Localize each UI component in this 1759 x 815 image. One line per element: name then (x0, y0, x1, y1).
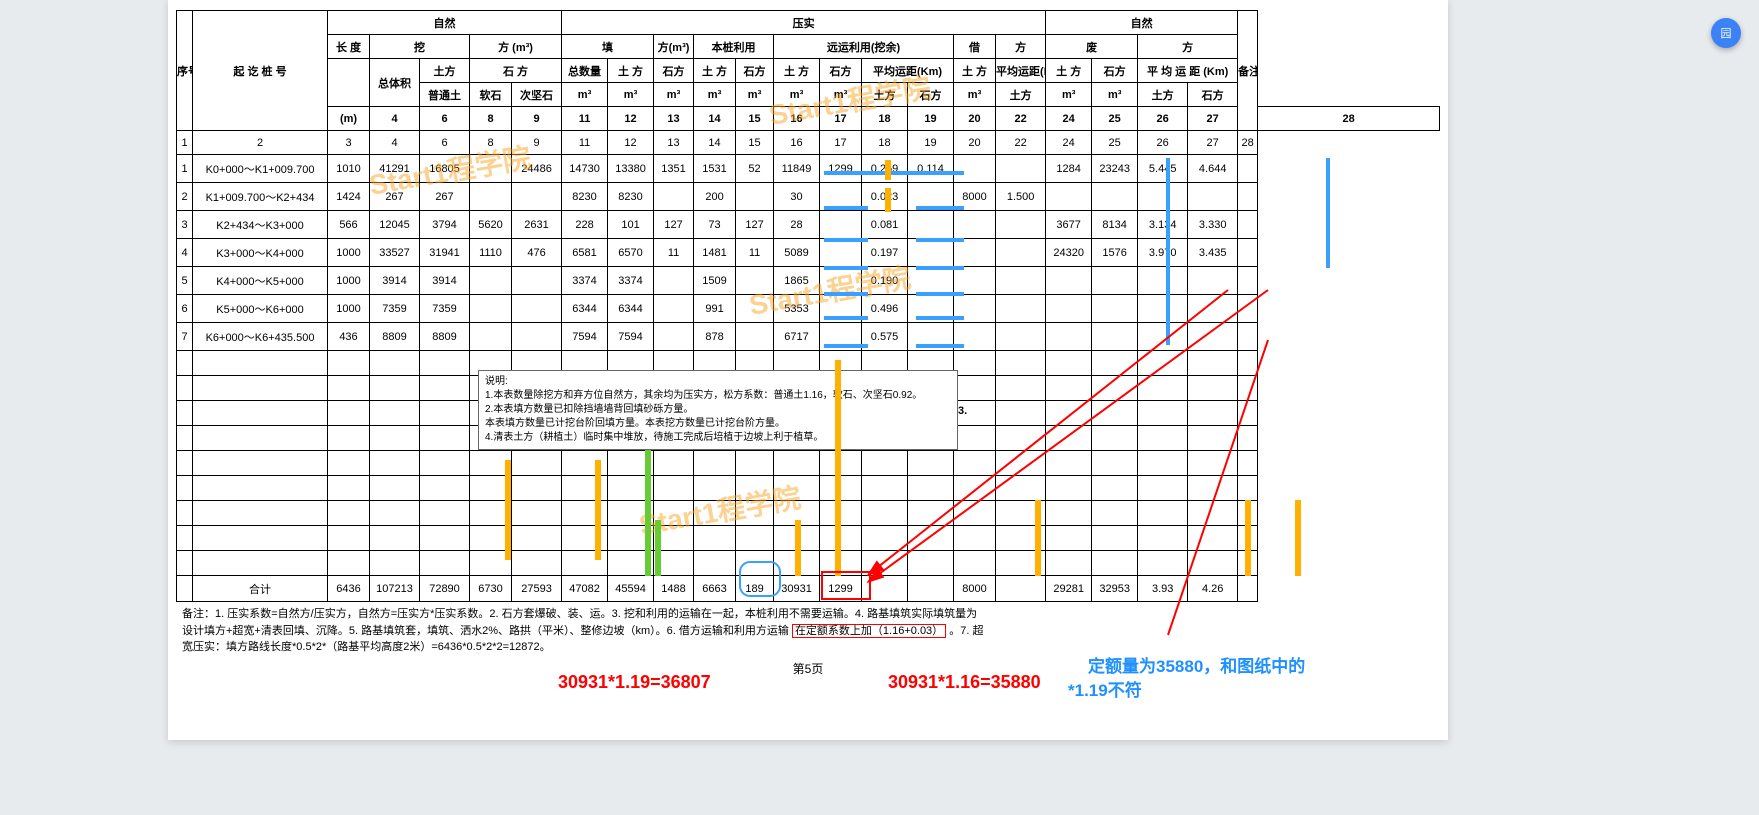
col-fsf: 石方 (654, 59, 694, 83)
col-wsf: 石方 (1092, 59, 1138, 83)
earthwork-table: 序号 起 讫 桩 号 自然 压实 自然 备注 长 度 挖 方 (m³) 填 方(… (176, 10, 1440, 602)
col-tu: 土方 (420, 59, 470, 83)
table-row: 6K5+000～K6+00010007359735963446344991535… (177, 295, 1440, 323)
group-compact: 压实 (562, 11, 1046, 35)
col-self: 本桩利用 (694, 35, 774, 59)
col-pu: 普通土 (420, 83, 470, 107)
table-row: 7K6+000～K6+435.5004368809880975947594878… (177, 323, 1440, 351)
total-row: 合计64361072137289067302759347082455941488… (177, 576, 1440, 602)
col-borrow: 借 (954, 35, 996, 59)
col-wak: 平 均 运 距 (Km) (1138, 59, 1238, 83)
col-sf-top: 石 方 (470, 59, 562, 83)
col-fill-unit: 方(m³) (654, 35, 694, 59)
group-natural-1: 自然 (328, 11, 562, 35)
col-remote: 远运利用(挖余) (774, 35, 954, 59)
col-atu: 土方 (862, 83, 908, 107)
col-asf: 石方 (908, 83, 954, 107)
col-stu: 土 方 (694, 59, 736, 83)
table-row: 1K0+000～K1+009.7001010412911680524486147… (177, 155, 1440, 183)
col-m: (m) (328, 107, 370, 131)
table-row: 2K1+009.700～K2+4341424267267823082302003… (177, 183, 1440, 211)
col-rs: 软石 (470, 83, 512, 107)
floating-menu-button[interactable]: 园 (1711, 18, 1741, 48)
col-wat: 土方 (1138, 83, 1188, 107)
table-row: 5K4+000～K5+00010003914391433743374150918… (177, 267, 1440, 295)
group-natural-2: 自然 (1046, 11, 1238, 35)
col-cjs: 次坚石 (512, 83, 562, 107)
col-len: 长 度 (328, 35, 370, 59)
red-box-text: 在定额系数上加（1.16+0.03） (792, 624, 946, 638)
col-was: 石方 (1188, 83, 1238, 107)
col-ftot: 总数量 (562, 59, 608, 83)
col-bak2: 土方 (996, 83, 1046, 107)
col-rtu: 土 方 (774, 59, 820, 83)
col-wtu: 土 方 (1046, 59, 1092, 83)
col-seq: 序号 (177, 11, 193, 131)
col-waste2: 方 (1138, 35, 1238, 59)
col-ftu: 土 方 (608, 59, 654, 83)
page-number: 第5页 (176, 656, 1440, 677)
col-rsf: 石方 (820, 59, 862, 83)
col-ssf: 石方 (736, 59, 774, 83)
document-page: 序号 起 讫 桩 号 自然 压实 自然 备注 长 度 挖 方 (m³) 填 方(… (168, 0, 1448, 740)
footnotes: 备注：1. 压实系数=自然方/压实方，自然方=压实方*压实系数。2. 石方套爆破… (176, 602, 1440, 656)
col-pile: 起 讫 桩 号 (193, 11, 328, 131)
col-remark: 备注 (1238, 11, 1258, 131)
col-tv: 总体积 (370, 59, 420, 107)
col-btu: 土 方 (954, 59, 996, 83)
table-row: 3K2+434～K3+00056612045379456202631228101… (177, 211, 1440, 239)
col-exc: 挖 (370, 35, 470, 59)
col-waste: 废 (1046, 35, 1138, 59)
col-exc-unit: 方 (m³) (470, 35, 562, 59)
table-row: 4K3+000～K4+00010003352731941111047665816… (177, 239, 1440, 267)
col-avgkm: 平均运距(Km) (862, 59, 954, 83)
col-borrow2: 方 (996, 35, 1046, 59)
col-fill: 填 (562, 35, 654, 59)
col-bak: 平均运距(Km) (996, 59, 1046, 83)
